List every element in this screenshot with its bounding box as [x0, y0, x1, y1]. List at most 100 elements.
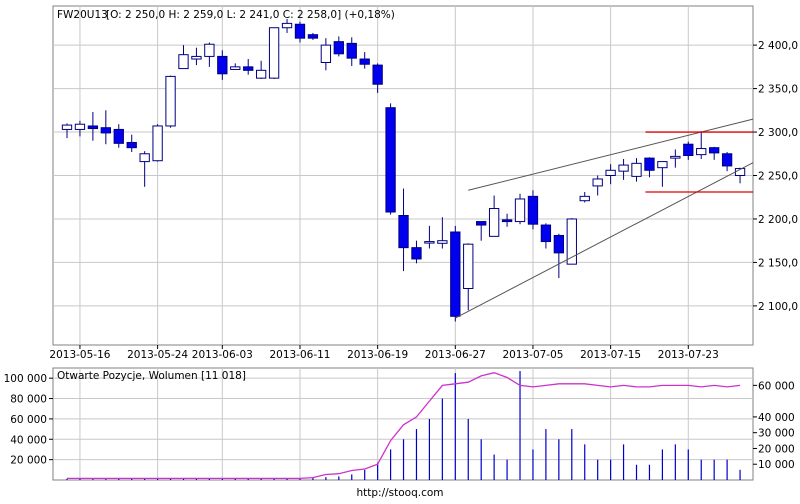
candle — [87, 112, 99, 141]
candle-body-down — [87, 125, 99, 130]
candle-body-up — [437, 240, 448, 244]
price-tick-label: 2 350,0 — [758, 84, 798, 96]
volume-left-tick-label: 80 000 — [10, 394, 47, 406]
candle-body-up — [191, 55, 202, 60]
volume-left-tick-label: 40 000 — [10, 434, 47, 446]
candle-body-up — [670, 155, 681, 159]
candle-body-down — [294, 23, 306, 39]
candle-body-up — [320, 44, 332, 63]
candle-body-up — [281, 22, 293, 29]
candle-body-down — [683, 143, 694, 157]
trendline — [468, 118, 754, 191]
open-interest-right-tick-label: 60 000 — [758, 380, 795, 392]
source-url[interactable]: http://stooq.com — [356, 487, 443, 499]
candle-body-down — [644, 157, 655, 171]
candle — [683, 141, 694, 160]
date-tick-label: 2013-07-23 — [658, 349, 719, 361]
candle — [307, 32, 319, 40]
candle-body-up — [566, 218, 577, 265]
candle — [359, 52, 370, 69]
candle — [476, 221, 487, 241]
candle — [268, 27, 280, 80]
candle-body-up — [618, 164, 629, 172]
candle-body-down — [113, 128, 124, 144]
candle-body-up — [605, 169, 616, 177]
candle — [553, 233, 565, 279]
candle-body-down — [476, 221, 487, 226]
candle — [618, 158, 629, 180]
date-tick-label: 2013-06-27 — [425, 349, 486, 361]
candle-body-down — [243, 66, 254, 71]
candle-body-up — [74, 123, 86, 130]
candle-body-down — [501, 219, 513, 223]
volume-left-tick-label: 60 000 — [10, 414, 47, 426]
candle — [178, 45, 189, 70]
candle — [100, 110, 111, 145]
candle-body-up — [592, 178, 603, 187]
ticker-label: FW20U13 — [57, 9, 108, 21]
candle-body-up — [178, 54, 189, 70]
candle — [540, 223, 552, 249]
candle — [696, 131, 707, 159]
candle — [61, 123, 73, 139]
candle — [450, 225, 461, 322]
price-tick-label: 2 100,0 — [758, 301, 798, 313]
candle — [605, 164, 616, 185]
candle-body-up — [696, 148, 707, 156]
candle — [294, 21, 306, 43]
date-tick-label: 2013-06-11 — [269, 349, 330, 361]
candle-body-down — [333, 41, 344, 55]
price-marks — [61, 19, 754, 322]
open-interest-line — [67, 372, 741, 480]
candle — [631, 158, 642, 182]
candle — [721, 152, 733, 172]
candle-body-down — [411, 247, 422, 260]
candle-body-up — [631, 162, 642, 177]
volume-marks — [66, 371, 741, 480]
candle — [592, 175, 603, 196]
candle-body-down — [553, 234, 565, 254]
candle-body-down — [540, 224, 552, 243]
candle — [411, 240, 422, 264]
candle — [217, 50, 228, 80]
date-tick-label: 2013-07-15 — [580, 349, 641, 361]
price-tick-label: 2 150,0 — [758, 257, 798, 269]
candle — [152, 124, 163, 162]
candle — [488, 195, 500, 237]
candle-body-up — [255, 69, 267, 79]
candle-body-down — [527, 195, 539, 225]
date-tick-label: 2013-06-03 — [192, 349, 253, 361]
volume-left-tick-label: 20 000 — [10, 455, 47, 467]
price-tick-label: 2 300,0 — [758, 127, 798, 139]
candle-body-up — [230, 66, 241, 70]
candle — [398, 188, 409, 272]
candle — [514, 193, 526, 225]
candle — [463, 243, 474, 311]
price-axis: 2 100,0 2 150,0 2 200,0 2 250,0 2 300,0 2 350… — [49, 40, 798, 361]
candle — [372, 63, 383, 93]
date-tick-label: 2013-05-24 — [127, 349, 188, 361]
trendline — [455, 162, 754, 319]
candle — [579, 192, 590, 203]
candle-body-up — [657, 161, 668, 169]
candle-body-down — [721, 153, 733, 167]
candle-body-down — [346, 42, 357, 59]
price-tick-label: 2 250,0 — [758, 171, 798, 183]
candle — [527, 190, 539, 230]
candle — [139, 151, 150, 187]
candle — [644, 157, 655, 178]
candle-body-down — [398, 214, 409, 249]
candle — [191, 47, 202, 66]
candle-body-up — [139, 153, 150, 163]
candle — [243, 59, 254, 75]
candle — [165, 75, 176, 128]
price-tick-label: 2 200,0 — [758, 214, 798, 226]
volume-left-tick-label: 100 000 — [4, 373, 47, 385]
candle — [74, 120, 86, 137]
candle — [566, 218, 577, 265]
candle-body-down — [217, 55, 228, 75]
candle-body-down — [450, 231, 461, 317]
candle — [709, 146, 720, 160]
candle-body-down — [385, 107, 396, 213]
